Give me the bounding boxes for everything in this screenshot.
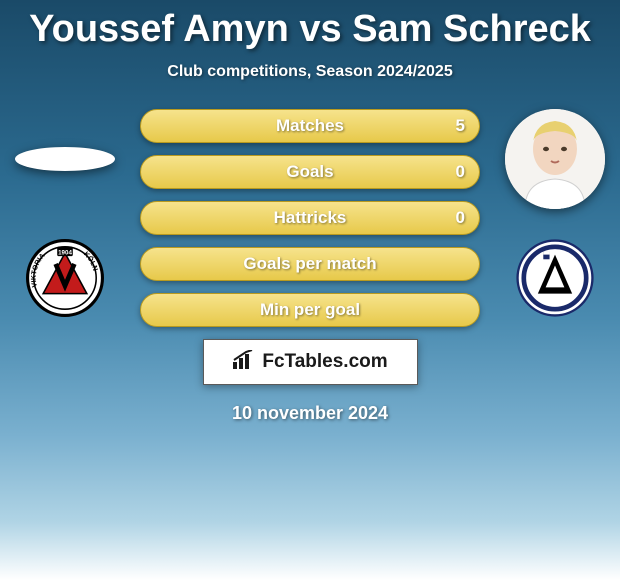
stat-row-goals: Goals 0 [140,155,480,189]
stat-label: Goals per match [243,254,376,274]
left-player-photo [15,147,115,171]
stat-right-value: 5 [456,116,465,136]
stat-row-goals-per-match: Goals per match [140,247,480,281]
left-player-column: 1904 VIKTORIA KÖLN [10,109,120,317]
stat-label: Matches [276,116,344,136]
chart-icon [232,350,256,375]
stat-label: Min per goal [260,300,360,320]
stat-label: Goals [286,162,333,182]
stats-list: Matches 5 Goals 0 Hattricks 0 Goals per … [140,109,480,327]
stat-right-value: 0 [456,208,465,228]
stat-right-value: 0 [456,162,465,182]
right-player-column [500,109,610,317]
page-title: Youssef Amyn vs Sam Schreck [0,0,620,51]
stat-row-min-per-goal: Min per goal [140,293,480,327]
page-subtitle: Club competitions, Season 2024/2025 [0,63,620,81]
brand-box: FcTables.com [203,339,418,385]
left-club-badge: 1904 VIKTORIA KÖLN [20,239,110,317]
comparison-content: 1904 VIKTORIA KÖLN [0,109,620,424]
stat-row-matches: Matches 5 [140,109,480,143]
stat-label: Hattricks [274,208,347,228]
right-player-photo [505,109,605,209]
right-club-badge [510,239,600,317]
brand-text: FcTables.com [262,351,387,373]
stat-row-hattricks: Hattricks 0 [140,201,480,235]
date-line: 10 november 2024 [0,403,620,424]
svg-text:1904: 1904 [58,250,72,257]
